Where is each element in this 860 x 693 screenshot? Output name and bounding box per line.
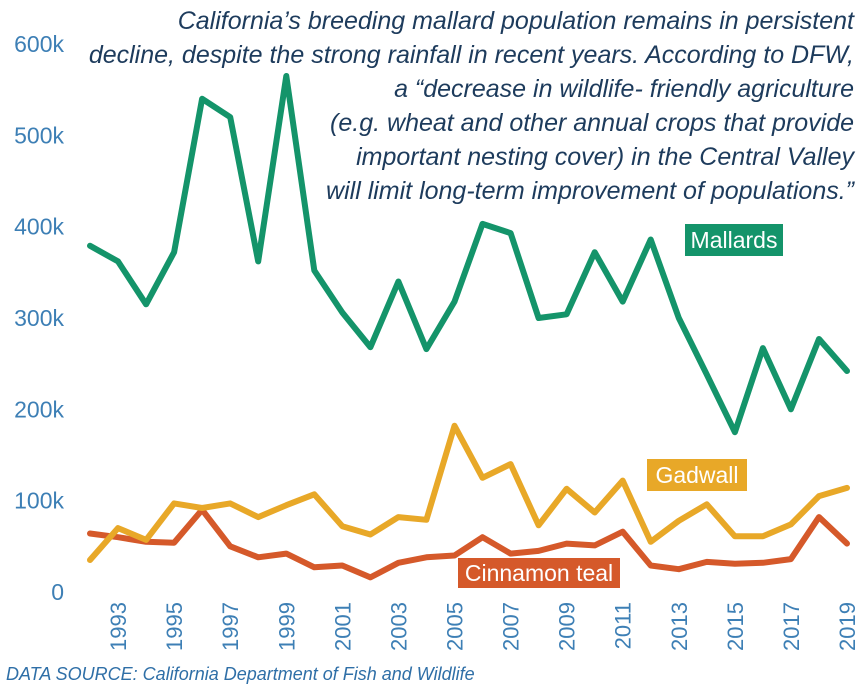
y-tick-label: 600k [14, 31, 64, 57]
x-tick-label: 1999 [274, 602, 299, 651]
annotation-line: decline, despite the strong rainfall in … [88, 41, 854, 69]
annotation-line: California’s breeding mallard population… [177, 7, 854, 35]
x-tick-label: 2019 [835, 602, 860, 651]
x-tick-label: 2007 [499, 602, 524, 651]
x-tick-label: 2013 [667, 602, 692, 651]
annotation-line: important nesting cover) in the Central … [356, 143, 854, 171]
data-source-note: DATA SOURCE: California Department of Fi… [6, 664, 475, 684]
x-tick-label: 2001 [330, 602, 355, 651]
series-line-gadwall [87, 422, 850, 563]
series-label-cinnamon-teal: Cinnamon teal [458, 558, 620, 588]
series-label-gadwall: Gadwall [647, 459, 747, 491]
x-tick-label: 1995 [162, 602, 187, 651]
y-tick-label: 200k [14, 396, 64, 422]
series-label-text: Mallards [691, 227, 778, 253]
x-tick-label: 2009 [555, 602, 580, 651]
y-tick-label: 300k [14, 305, 64, 331]
series-label-box [458, 558, 620, 588]
y-tick-label: 0 [51, 579, 64, 605]
series-label-text: Cinnamon teal [465, 560, 613, 586]
x-tick-label: 2011 [611, 602, 636, 649]
annotation-line: a “decrease in wildlife- friendly agricu… [394, 75, 854, 103]
x-tick-label: 2015 [723, 602, 748, 651]
x-tick-label: 2005 [442, 602, 467, 651]
series-line-cinnamon-teal [87, 506, 850, 581]
annotation-line: (e.g. wheat and other annual crops that … [330, 109, 854, 137]
series-label-mallards: Mallards [685, 224, 783, 256]
y-axis-ticks: 0 100k 200k 300k 400k 500k 600k [14, 31, 64, 605]
y-tick-label: 100k [14, 488, 64, 514]
y-tick-label: 400k [14, 214, 64, 240]
x-tick-label: 2003 [386, 602, 411, 651]
series-label-box [685, 224, 783, 256]
series-line-mallards [87, 73, 850, 436]
series-label-text: Gadwall [655, 462, 738, 488]
x-tick-label: 1997 [218, 602, 243, 651]
series-labels: Mallards Gadwall Cinnamon teal [458, 224, 783, 588]
chart-annotation: California’s breeding mallard population… [64, 4, 854, 208]
annotation-line: will limit long-term improvement of popu… [326, 177, 854, 205]
y-tick-label: 500k [14, 122, 64, 148]
series-label-box [647, 459, 747, 491]
series-lines [87, 73, 850, 581]
x-axis-ticks: 1993 1995 1997 1999 2001 2003 2005 2007 2009 2011… [106, 602, 860, 651]
x-tick-label: 2017 [779, 602, 804, 651]
x-tick-label: 1993 [106, 602, 131, 651]
